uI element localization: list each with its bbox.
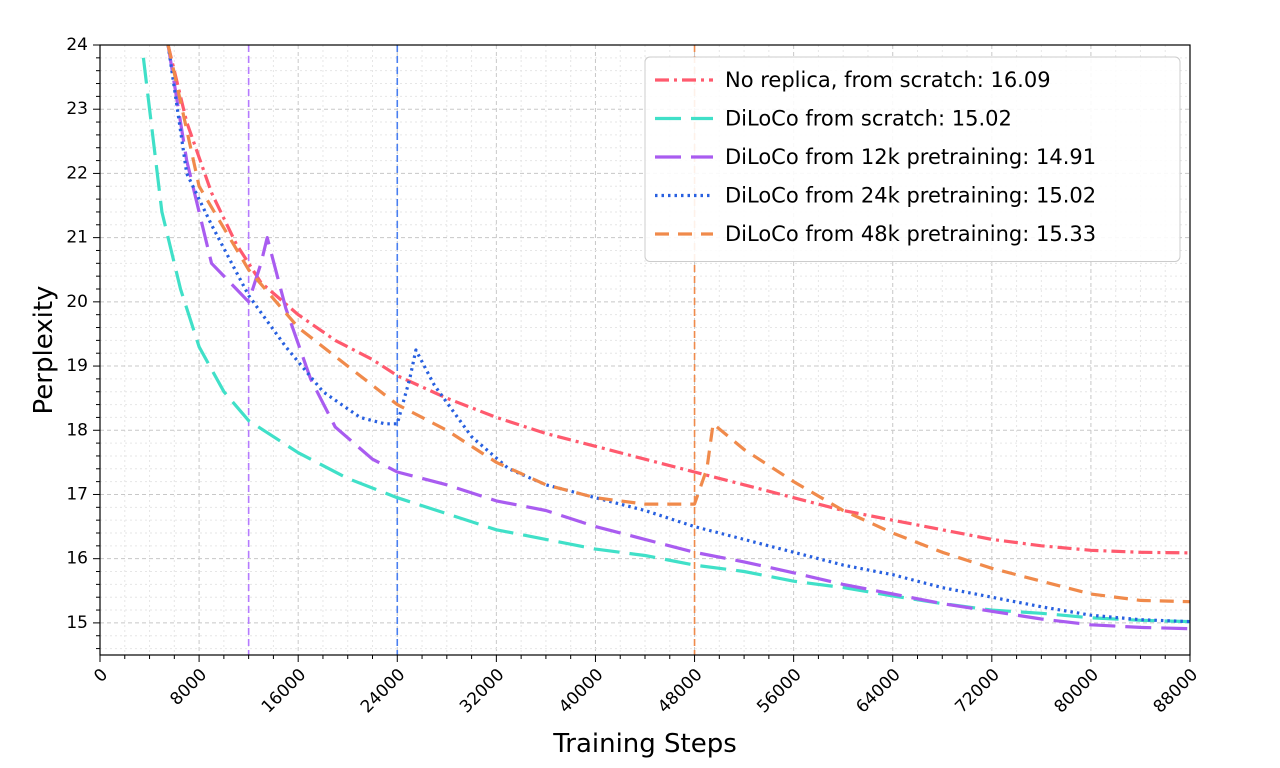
series-line-4 <box>166 45 1190 624</box>
y-tick-label: 19 <box>66 356 88 376</box>
y-tick-label: 23 <box>66 99 88 119</box>
legend-entry: DiLoCo from scratch: 15.02 <box>725 107 1012 131</box>
y-tick-label: 20 <box>66 292 88 312</box>
x-tick-label: 16000 <box>258 665 310 717</box>
y-tick-label: 15 <box>66 613 88 633</box>
y-tick-label: 17 <box>66 484 88 504</box>
y-tick-label: 18 <box>66 420 88 440</box>
x-tick-label: 56000 <box>753 665 805 717</box>
series-line-5 <box>166 45 1190 604</box>
x-tick-label: 40000 <box>555 665 607 717</box>
y-tick-label: 16 <box>66 549 88 569</box>
x-axis-label: Training Steps <box>552 729 737 759</box>
y-tick-label: 22 <box>66 163 88 183</box>
y-tick-label: 21 <box>66 228 88 248</box>
x-tick-label: 32000 <box>456 665 508 717</box>
x-tick-label: 8000 <box>166 665 211 710</box>
y-axis-label: Perplexity <box>29 286 59 415</box>
legend-entry: DiLoCo from 12k pretraining: 14.91 <box>725 145 1096 169</box>
series-lines <box>141 45 1190 631</box>
x-tick-label: 80000 <box>1051 665 1103 717</box>
x-tick-label: 24000 <box>357 665 409 717</box>
y-tick-label: 24 <box>66 35 88 55</box>
x-axis-ticks: 0 8000 16000 24000 32000 40000 48000 56000 64000… <box>90 655 1202 717</box>
x-tick-label: 72000 <box>951 665 1003 717</box>
x-tick-label: 0 <box>90 665 112 687</box>
legend-entry: DiLoCo from 48k pretraining: 15.33 <box>725 222 1096 246</box>
legend-entry: No replica, from scratch: 16.09 <box>725 68 1051 92</box>
legend: No replica, from scratch: 16.09 DiLoCo fr… <box>644 56 1181 262</box>
x-tick-label: 64000 <box>852 665 904 717</box>
y-axis-ticks: 15 16 17 18 19 20 21 22 23 24 <box>66 35 100 650</box>
x-tick-label: 48000 <box>654 665 706 717</box>
legend-box <box>644 56 1181 262</box>
series-line-3 <box>166 45 1190 631</box>
legend-entry: DiLoCo from 24k pretraining: 15.02 <box>725 184 1096 208</box>
x-tick-label: 88000 <box>1150 665 1202 717</box>
